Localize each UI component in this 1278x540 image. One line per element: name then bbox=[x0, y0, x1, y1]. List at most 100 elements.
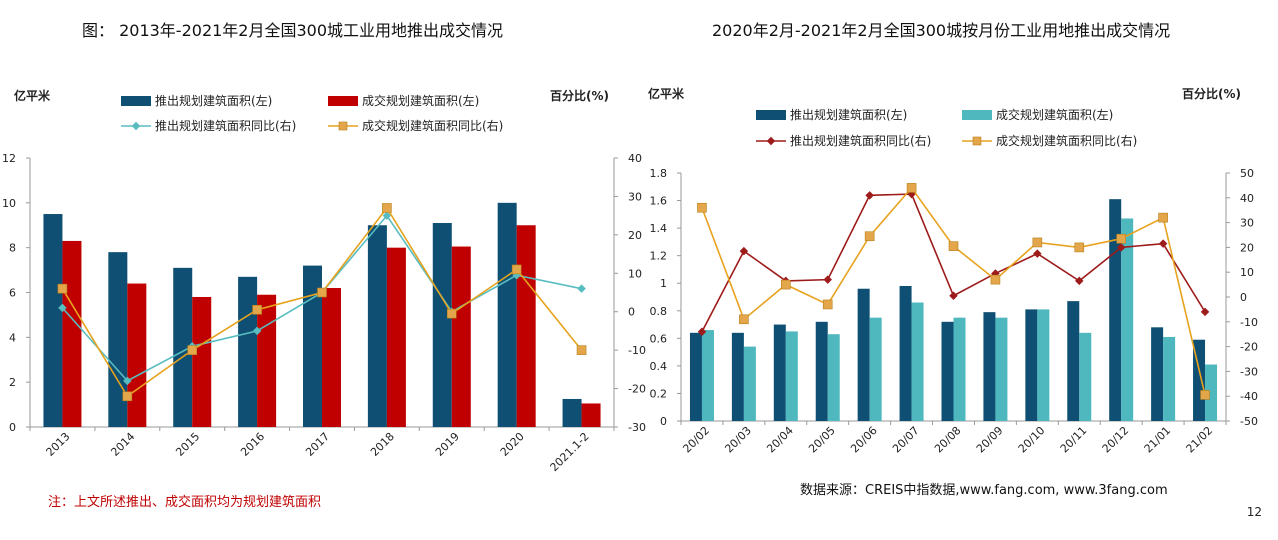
right-x-tick-label: 20/07 bbox=[890, 424, 922, 456]
right-x-tick-label: 20/04 bbox=[764, 424, 796, 456]
right-deal-yoy-point bbox=[864, 231, 875, 242]
right-chart-y-right-label: 百分比(%) bbox=[1182, 86, 1241, 101]
right-y-right-tick-label: -50 bbox=[1240, 415, 1258, 428]
legend-swatch-month-plan-bar bbox=[756, 110, 786, 120]
left-chart-y-right-label: 百分比(%) bbox=[550, 88, 609, 103]
left-deal-yoy-point bbox=[252, 304, 262, 315]
left-x-tick-label: 2020 bbox=[498, 430, 527, 459]
legend-label-plan-line: 推出规划建筑面积同比(右) bbox=[155, 118, 296, 133]
left-chart-plot: 0 2 4 6 8 10 12 -30 -20 -10 0 10 20 30 40 2013 2014 2015 2… bbox=[2, 152, 646, 474]
right-deal-yoy-point bbox=[1200, 390, 1210, 400]
left-x-tick-label: 2021.1-2 bbox=[548, 430, 592, 474]
right-chart-y-left-label: 亿平米 bbox=[648, 86, 685, 101]
left-plan-yoy-point bbox=[577, 284, 586, 293]
right-y-left-tick-label: 0.2 bbox=[650, 387, 668, 400]
page-number: 12 bbox=[1247, 505, 1262, 519]
right-plan-bar bbox=[857, 288, 870, 421]
left-plan-bar bbox=[367, 225, 387, 427]
right-plan-bar bbox=[1151, 327, 1164, 421]
left-x-tick-label: 2017 bbox=[303, 430, 332, 459]
left-plan-bar bbox=[303, 265, 322, 427]
right-plan-yoy-point bbox=[697, 327, 707, 336]
right-y-right-tick-label: 40 bbox=[1240, 192, 1254, 205]
right-plan-bar bbox=[731, 332, 744, 421]
right-y-right-tick-label: -20 bbox=[1240, 341, 1258, 354]
footnote: 注：上文所述推出、成交面积均为规划建筑面积 bbox=[48, 494, 321, 510]
right-plan-bar bbox=[983, 312, 996, 421]
right-deal-bar bbox=[827, 334, 840, 421]
left-x-tick-label: 2013 bbox=[44, 430, 73, 459]
right-y-left-tick-label: 0.6 bbox=[650, 332, 668, 345]
left-x-tick-label: 2018 bbox=[368, 430, 397, 459]
right-plan-bar bbox=[1067, 301, 1080, 421]
data-source: 数据来源：CREIS中指数据,www.fang.com, www.3fang.c… bbox=[800, 483, 1168, 498]
right-y-right-tick-label: 20 bbox=[1240, 241, 1254, 254]
left-y-left-tick-label: 2 bbox=[9, 376, 16, 389]
right-x-tick-label: 20/11 bbox=[1058, 424, 1090, 456]
legend-label-month-deal-bar: 成交规划建筑面积(左) bbox=[996, 107, 1113, 122]
legend-marker-deal-line bbox=[338, 121, 348, 131]
right-plan-bar bbox=[689, 332, 702, 421]
right-chart-legend: 推出规划建筑面积(左) 成交规划建筑面积(左) 推出规划建筑面积同比(右) 成交… bbox=[756, 107, 1137, 148]
right-plan-bar bbox=[1025, 309, 1038, 421]
left-x-tick-label: 2019 bbox=[433, 430, 462, 459]
legend-swatch-plan-bar bbox=[121, 96, 151, 106]
legend-label-month-plan-bar: 推出规划建筑面积(左) bbox=[790, 107, 907, 122]
left-plan-bar bbox=[108, 252, 128, 427]
right-deal-bar bbox=[953, 317, 966, 421]
right-plan-bar bbox=[815, 321, 828, 421]
right-x-tick-label: 20/09 bbox=[974, 424, 1006, 456]
left-x-tick-label: 2015 bbox=[173, 430, 202, 459]
left-y-right-tick-label: -30 bbox=[628, 421, 646, 434]
left-plan-yoy-point bbox=[382, 211, 392, 220]
legend-swatch-deal-bar bbox=[328, 96, 358, 106]
right-x-tick-label: 20/10 bbox=[1016, 424, 1048, 456]
left-y-left-tick-label: 10 bbox=[2, 197, 16, 210]
left-plan-bar bbox=[43, 214, 63, 427]
right-x-tick-label: 20/08 bbox=[932, 424, 964, 456]
left-deal-yoy-point bbox=[57, 283, 68, 294]
left-x-tick-label: 2016 bbox=[238, 430, 267, 459]
left-deal-bar bbox=[322, 288, 341, 427]
right-deal-bar bbox=[995, 317, 1008, 421]
left-y-left-tick-label: 0 bbox=[9, 421, 16, 434]
right-deal-bar bbox=[1121, 218, 1134, 421]
right-y-left-tick-label: 0 bbox=[660, 415, 667, 428]
left-deal-bar bbox=[386, 247, 406, 427]
left-y-right-tick-label: -20 bbox=[628, 383, 646, 396]
right-deal-bar bbox=[1079, 332, 1092, 421]
right-x-tick-label: 20/03 bbox=[722, 424, 754, 456]
legend-marker-month-deal-line bbox=[972, 136, 982, 146]
right-x-tick-label: 20/05 bbox=[806, 424, 838, 456]
right-deal-bar bbox=[1205, 364, 1218, 421]
left-deal-yoy-point bbox=[382, 203, 392, 213]
right-y-left-tick-label: 1.4 bbox=[650, 222, 668, 235]
right-deal-bar bbox=[911, 302, 924, 421]
left-deal-yoy-point bbox=[122, 391, 133, 402]
left-x-tick-label: 2014 bbox=[108, 430, 137, 459]
right-y-right-tick-label: 50 bbox=[1240, 167, 1254, 180]
left-y-left-tick-label: 12 bbox=[2, 152, 16, 165]
right-plan-yoy-point bbox=[823, 275, 832, 284]
right-deal-yoy-point bbox=[1074, 242, 1085, 253]
right-y-right-tick-label: 0 bbox=[1240, 291, 1247, 304]
left-plan-bar bbox=[562, 398, 582, 427]
left-y-right-tick-label: 30 bbox=[628, 190, 642, 203]
left-y-left-tick-label: 8 bbox=[9, 242, 16, 255]
right-plan-yoy-point bbox=[1200, 307, 1210, 317]
legend-marker-plan-line bbox=[131, 121, 141, 131]
left-plan-yoy-point bbox=[252, 326, 262, 336]
left-deal-yoy-point bbox=[187, 345, 198, 355]
right-plan-bar bbox=[899, 285, 912, 421]
right-plan-bar bbox=[941, 321, 954, 421]
left-deal-yoy-point bbox=[317, 287, 327, 298]
left-plan-bar bbox=[173, 267, 193, 427]
left-plan-bar bbox=[432, 223, 452, 427]
right-deal-bar bbox=[785, 331, 798, 421]
left-deal-bar bbox=[451, 246, 471, 427]
right-deal-yoy-point bbox=[739, 314, 749, 325]
right-deal-bar bbox=[869, 317, 882, 421]
left-deal-bar bbox=[62, 240, 82, 427]
right-plan-yoy-point bbox=[949, 291, 958, 301]
right-x-tick-label: 20/06 bbox=[848, 424, 880, 456]
